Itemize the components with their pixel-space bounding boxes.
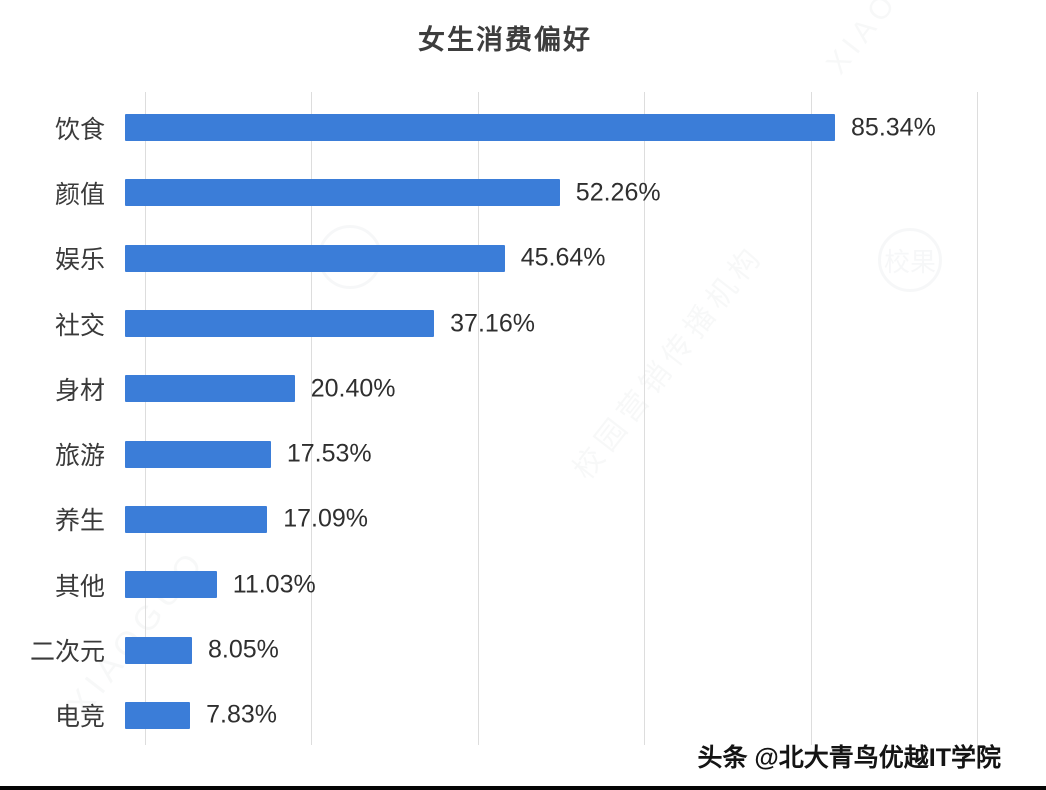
gridline: [644, 92, 646, 745]
chart-row: 饮食 85.34%: [0, 95, 1046, 160]
value-label: 20.40%: [310, 374, 396, 403]
gridline: [977, 92, 978, 745]
chart-row: 电竞 7.83%: [0, 683, 1046, 748]
bar: [125, 571, 217, 599]
value-label: 45.64%: [520, 243, 606, 272]
category-label: 养生: [54, 507, 105, 536]
value-label: 11.03%: [232, 570, 316, 599]
bar-track: 45.64%: [125, 243, 957, 272]
chart-row: 颜值 52.26%: [0, 160, 1046, 225]
bar: [125, 636, 192, 664]
chart-row: 身材 20.40%: [0, 356, 1046, 421]
gridlines: [145, 92, 978, 745]
bar: [125, 114, 836, 142]
category-label: 其他: [54, 572, 105, 601]
bottom-strip: [0, 786, 1046, 790]
gridline: [311, 92, 313, 745]
bar-track: 7.83%: [125, 700, 957, 729]
gridline: [810, 92, 812, 745]
category-label: 电竞: [54, 703, 105, 732]
gridline: [145, 92, 146, 745]
value-label: 7.83%: [206, 700, 278, 729]
category-label: 颜值: [54, 180, 105, 209]
bar: [125, 310, 435, 338]
bar-track: 17.09%: [125, 504, 957, 533]
gridline: [477, 92, 479, 745]
chart-row: 社交 37.16%: [0, 291, 1046, 356]
bar-track: 8.05%: [125, 635, 957, 664]
bar: [125, 244, 505, 272]
chart-row: 二次元 8.05%: [0, 617, 1046, 682]
bar: [125, 440, 271, 468]
bar-track: 52.26%: [125, 178, 957, 207]
value-label: 85.34%: [851, 113, 936, 142]
value-label: 17.09%: [283, 504, 368, 533]
bar: [125, 375, 295, 403]
category-label: 旅游: [54, 442, 105, 471]
chart-row: 旅游 17.53%: [0, 421, 1046, 486]
bar: [125, 701, 191, 729]
category-label: 娱乐: [54, 246, 105, 275]
value-label: 8.05%: [207, 635, 279, 664]
value-label: 37.16%: [450, 309, 535, 338]
category-label: 二次元: [29, 638, 105, 667]
value-label: 17.53%: [286, 439, 372, 468]
chart-row: 娱乐 45.64%: [0, 226, 1046, 291]
chart-row: 养生 17.09%: [0, 487, 1046, 552]
category-label: 身材: [54, 376, 105, 405]
chart-rows: 饮食 85.34% 颜值 52.26% 娱乐 45.64% 社交 37.16% …: [0, 95, 1046, 748]
credit-text: 头条 @北大青鸟优越IT学院: [697, 744, 1001, 772]
bar-track: 85.34%: [125, 113, 957, 142]
value-label: 52.26%: [575, 178, 661, 207]
chart-row: 其他 11.03%: [0, 552, 1046, 617]
bar-track: 17.53%: [125, 439, 957, 468]
bar-track: 11.03%: [125, 570, 957, 599]
bar-track: 20.40%: [125, 374, 957, 403]
category-label: 社交: [54, 311, 105, 340]
bar: [125, 179, 560, 207]
category-label: 饮食: [54, 115, 105, 144]
bar: [125, 505, 268, 533]
chart-title: 女生消费偏好: [418, 25, 592, 55]
bar-track: 37.16%: [125, 309, 957, 338]
